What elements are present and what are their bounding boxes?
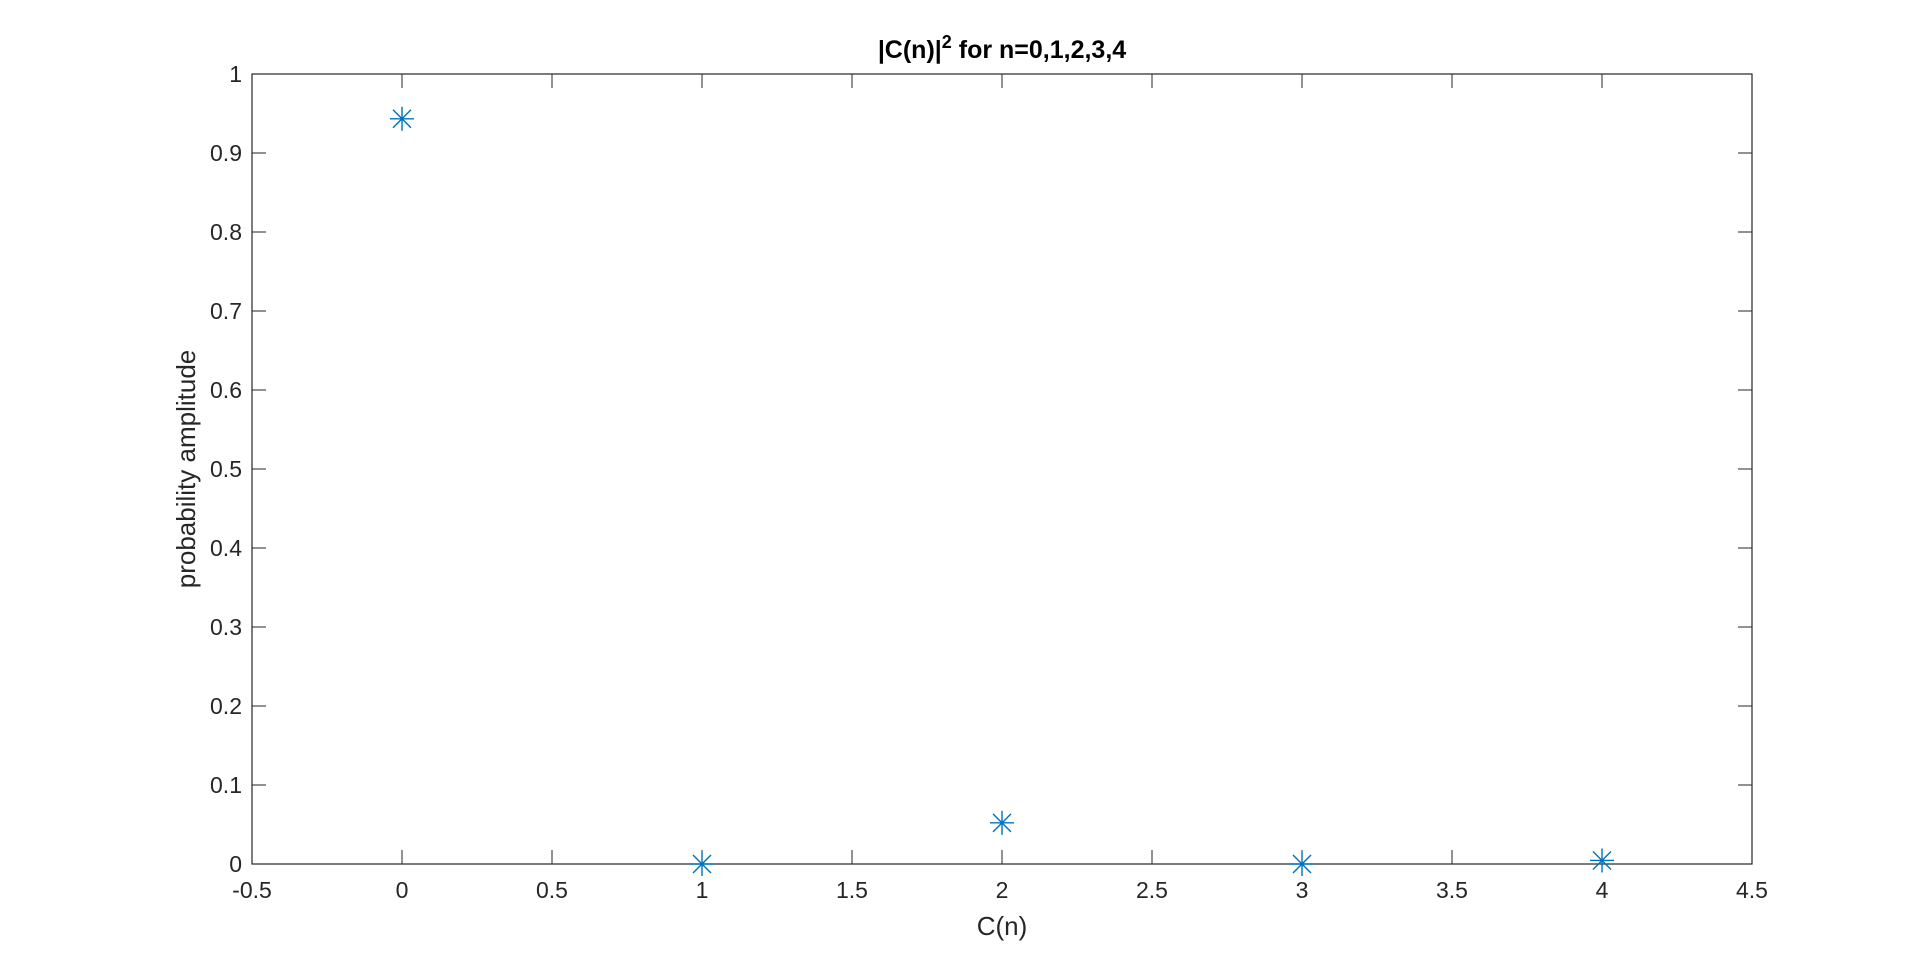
plot-area xyxy=(251,73,1753,865)
marker-stroke xyxy=(1592,850,1612,870)
chart-title: |C(n)|2 for n=0,1,2,3,4 xyxy=(878,32,1126,64)
data-point xyxy=(1290,852,1314,876)
marker-stroke xyxy=(992,813,1012,833)
y-tick-label: 0.4 xyxy=(210,535,242,561)
markers xyxy=(390,106,1614,876)
y-tick-label: 1 xyxy=(229,61,242,87)
y-tick-label: 0.7 xyxy=(210,298,242,324)
data-point xyxy=(1590,848,1614,873)
x-tick-label: 4 xyxy=(1596,877,1609,903)
x-tick-label: 1 xyxy=(696,877,709,903)
y-tick-label: 0.3 xyxy=(210,614,242,640)
chart-title-sup: 2 xyxy=(942,32,952,52)
data-point xyxy=(990,810,1014,835)
x-tick-label: 0 xyxy=(396,877,409,903)
y-tick-label: 0.2 xyxy=(210,693,242,719)
y-tick-label: 0.8 xyxy=(210,219,242,245)
y-tick-label: 0.6 xyxy=(210,377,242,403)
x-tick-label: 0.5 xyxy=(536,877,568,903)
data-point xyxy=(690,852,714,876)
x-tick-label: 3 xyxy=(1296,877,1309,903)
x-tick-label: 4.5 xyxy=(1736,877,1768,903)
marker-stroke xyxy=(1292,854,1312,874)
x-axis-label: C(n) xyxy=(977,911,1028,941)
x-tick-label: -0.5 xyxy=(232,877,272,903)
y-tick-label: 0 xyxy=(229,851,242,877)
data-point xyxy=(390,106,414,131)
ticks: -0.5 0 0.5 1 1.5 2 2.5 3 3.5 4 4.500.10.20.30.40.5… xyxy=(210,61,1768,903)
marker-stroke xyxy=(692,854,712,874)
x-tick-label: 2.5 xyxy=(1136,877,1168,903)
chart-title-rest: for n=0,1,2,3,4 xyxy=(952,36,1126,64)
x-tick-label: 1.5 xyxy=(836,877,868,903)
x-tick-label: 2 xyxy=(996,877,1009,903)
y-tick-label: 0.5 xyxy=(210,456,242,482)
x-tick-label: 3.5 xyxy=(1436,877,1468,903)
y-tick-label: 0.1 xyxy=(210,772,242,798)
marker-stroke xyxy=(392,109,412,129)
y-tick-label: 0.9 xyxy=(210,140,242,166)
chart-title-main: |C(n)| xyxy=(878,36,942,64)
y-axis-label: probability amplitude xyxy=(171,350,201,588)
